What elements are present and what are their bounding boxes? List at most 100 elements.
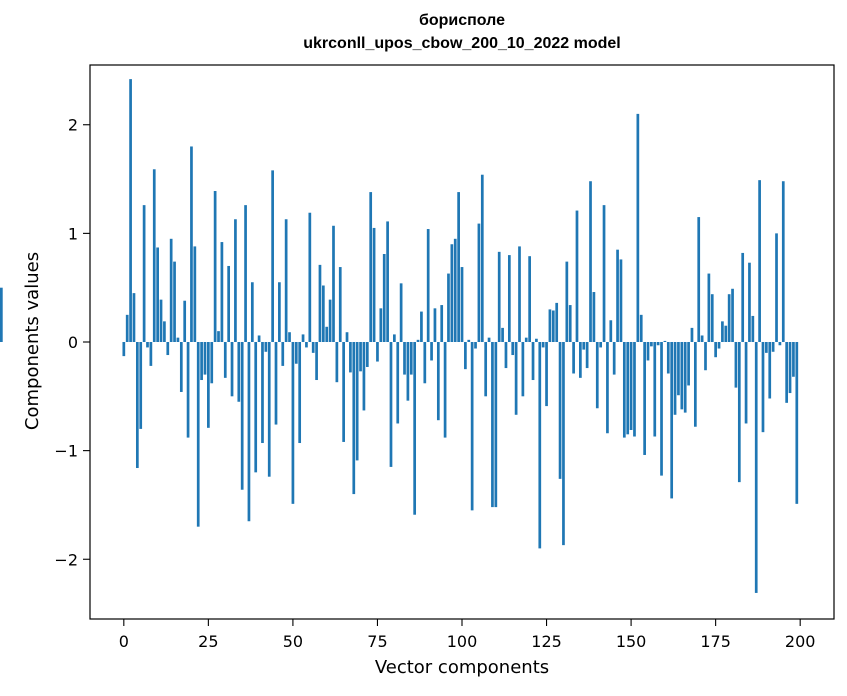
bar-77 xyxy=(382,254,386,342)
bar-90 xyxy=(426,229,430,342)
bar-42 xyxy=(264,342,268,352)
bar-63 xyxy=(335,342,339,383)
bar-84 xyxy=(406,342,410,401)
bar-92 xyxy=(433,308,437,342)
bar-155 xyxy=(646,342,650,361)
bar-93 xyxy=(436,342,440,421)
bar-23 xyxy=(200,342,203,381)
bar-46 xyxy=(278,282,281,342)
bar-124 xyxy=(541,342,545,348)
bar-195 xyxy=(781,181,785,342)
bar-171 xyxy=(700,335,704,342)
y-axis-ticks: −2 −1 0 1 2 xyxy=(54,116,90,569)
bar-136 xyxy=(582,342,586,350)
bar-109 xyxy=(491,342,494,508)
bar-172 xyxy=(704,342,707,371)
bar-85 xyxy=(409,342,413,375)
bar-24 xyxy=(203,342,207,375)
bar-12 xyxy=(163,321,166,342)
bar-153 xyxy=(639,314,643,342)
y-tick-label: −1 xyxy=(54,442,78,461)
bar-64 xyxy=(338,267,342,342)
bar-185 xyxy=(748,262,751,342)
x-tick-label: 100 xyxy=(447,632,478,651)
bar-13 xyxy=(166,342,170,356)
bar-115 xyxy=(511,342,515,356)
bar-16 xyxy=(176,337,180,342)
x-tick-label: 0 xyxy=(119,632,129,651)
bar-37 xyxy=(247,342,251,522)
bar-18 xyxy=(183,300,187,342)
bar-184 xyxy=(744,342,748,424)
bar-149 xyxy=(626,342,630,435)
bar-71 xyxy=(362,342,366,411)
bar-123 xyxy=(538,342,542,549)
bar-130 xyxy=(562,342,565,546)
bar-137 xyxy=(585,342,589,369)
bar-183 xyxy=(741,252,745,342)
bar-166 xyxy=(683,342,687,413)
bar-66 xyxy=(345,332,349,342)
bar-5 xyxy=(139,342,143,429)
bar-47 xyxy=(281,342,285,366)
bar-81 xyxy=(396,342,400,424)
bar-131 xyxy=(565,261,569,342)
bar-196 xyxy=(785,342,789,403)
bar-193 xyxy=(775,233,778,342)
x-axis-label: Vector components xyxy=(374,657,550,678)
bar-110 xyxy=(494,342,498,508)
bar-25 xyxy=(207,342,210,428)
bar-44 xyxy=(271,170,274,342)
bar-133 xyxy=(572,342,575,374)
bar-60 xyxy=(325,326,329,342)
bar-74 xyxy=(372,227,376,342)
bar-188 xyxy=(758,180,761,342)
bar-122 xyxy=(535,338,538,342)
bar-21 xyxy=(193,246,197,342)
bar-107 xyxy=(484,342,488,397)
bar-32 xyxy=(230,342,234,397)
bar-103 xyxy=(470,342,474,511)
bar-68 xyxy=(352,342,356,495)
bar-88 xyxy=(420,311,423,342)
chart-title-line-1: борисполе xyxy=(418,12,506,29)
bar-121 xyxy=(531,342,535,381)
bar-65 xyxy=(342,342,345,442)
bar-132 xyxy=(568,305,572,342)
bar-145 xyxy=(612,342,616,375)
bar-6 xyxy=(142,205,146,342)
bar-29 xyxy=(220,242,224,342)
bar-162 xyxy=(670,342,674,499)
bar-178 xyxy=(724,325,728,342)
bar-169 xyxy=(693,342,697,427)
bar-87 xyxy=(416,339,420,342)
bar-59 xyxy=(321,285,325,342)
bar-53 xyxy=(301,334,305,342)
bar-164 xyxy=(677,342,680,396)
y-tick-label: 1 xyxy=(68,224,78,243)
bar-152 xyxy=(636,113,640,342)
bar-163 xyxy=(673,342,677,415)
bar-10 xyxy=(156,247,159,342)
bar-161 xyxy=(666,342,670,374)
bar-62 xyxy=(332,225,335,342)
bar-72 xyxy=(365,342,369,367)
bar-126 xyxy=(548,309,552,342)
bar-58 xyxy=(318,264,322,342)
bar-35 xyxy=(240,342,244,490)
bar-147 xyxy=(619,259,623,342)
y-tick-label: 0 xyxy=(68,333,78,352)
bar-61 xyxy=(328,299,332,342)
x-tick-label: 25 xyxy=(198,632,218,651)
bar-190 xyxy=(765,342,768,353)
bar-94 xyxy=(440,305,444,342)
bar-52 xyxy=(298,342,302,444)
bar-11 xyxy=(159,299,163,342)
bar-80 xyxy=(393,334,396,342)
bar-98 xyxy=(453,238,457,342)
bar-50 xyxy=(291,342,295,504)
bar-51 xyxy=(294,342,298,364)
bar-128 xyxy=(555,302,559,342)
